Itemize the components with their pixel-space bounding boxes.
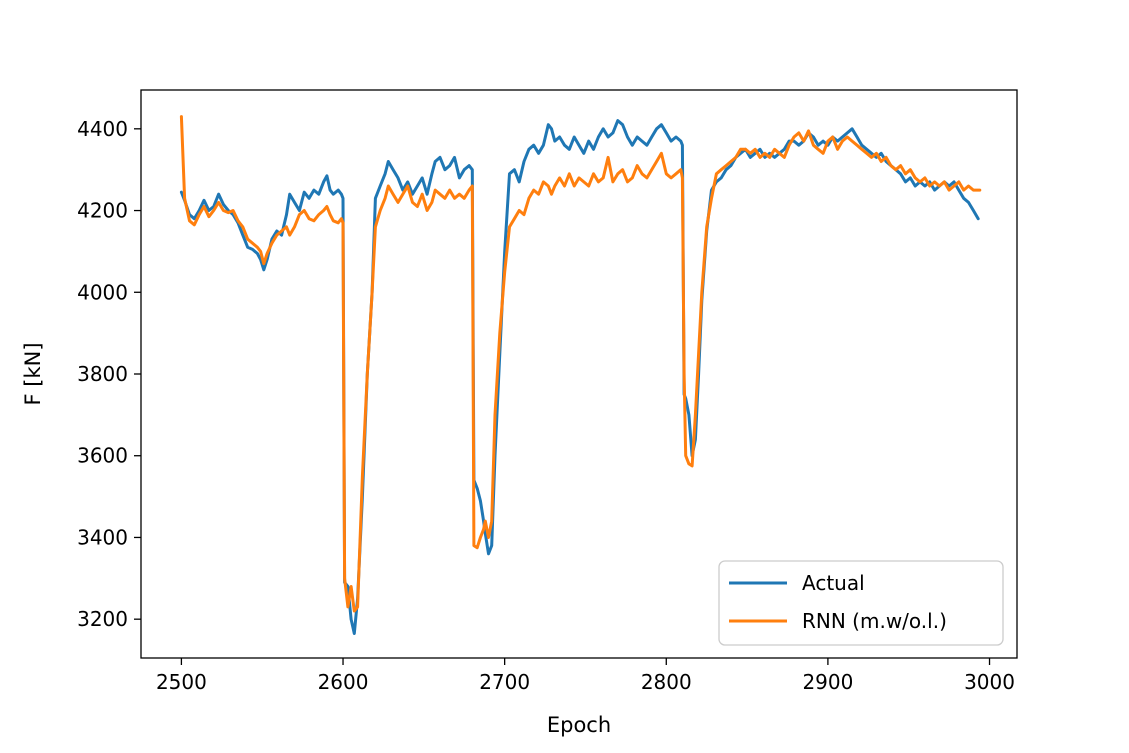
legend-label-actual: Actual: [802, 571, 865, 595]
y-tick-label: 3400: [77, 525, 128, 549]
y-axis-ticks: 3200 3400 3600 3800 4000 4200 4400: [77, 117, 141, 631]
series-line-actual: [179, 119, 980, 635]
series-line-rnn: [179, 115, 982, 613]
y-tick-label: 4400: [77, 117, 128, 141]
x-tick-label: 2900: [802, 670, 853, 694]
y-axis-label: F [kN]: [21, 342, 45, 405]
y-tick-label: 3200: [77, 607, 128, 631]
legend: Actual RNN (m.w/o.l.): [718, 560, 1004, 646]
x-tick-label: 2600: [318, 670, 369, 694]
x-tick-label: 2800: [641, 670, 692, 694]
series-layer: [179, 115, 982, 635]
x-tick-label: 2700: [479, 670, 530, 694]
legend-box: [718, 560, 1004, 646]
x-tick-label: 3000: [964, 670, 1015, 694]
y-tick-label: 3600: [77, 444, 128, 468]
x-axis-ticks: 2500 2600 2700 2800 2900 3000: [156, 658, 1015, 694]
legend-label-rnn: RNN (m.w/o.l.): [802, 609, 947, 633]
y-tick-label: 4000: [77, 280, 128, 304]
y-tick-label: 3800: [77, 362, 128, 386]
x-axis-label: Epoch: [547, 713, 611, 737]
x-tick-label: 2500: [156, 670, 207, 694]
y-tick-label: 4200: [77, 199, 128, 223]
